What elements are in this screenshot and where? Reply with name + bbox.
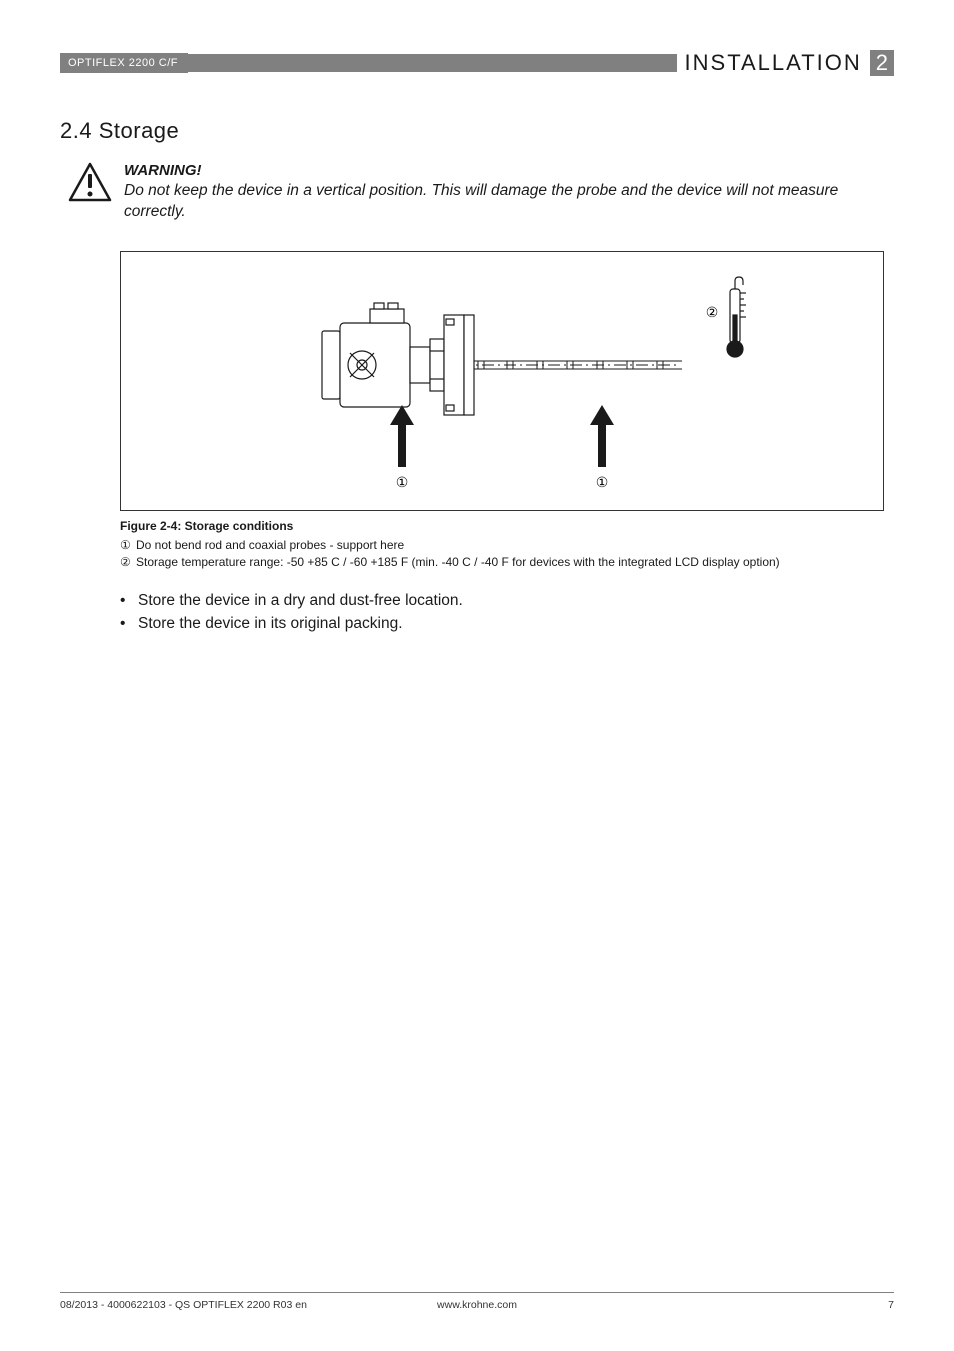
page-title: INSTALLATION — [685, 50, 862, 76]
bullet-1: Store the device in a dry and dust-free … — [120, 589, 894, 612]
product-tab: OPTIFLEX 2200 C/F — [60, 53, 188, 73]
footer-right: 7 — [888, 1299, 894, 1311]
section-title: Storage — [99, 118, 180, 143]
warning-label: WARNING! — [124, 162, 894, 179]
section-heading: 2.4 Storage — [60, 118, 894, 144]
storage-diagram: ① ① ② — [222, 275, 782, 495]
note-num-1: ① — [120, 537, 136, 554]
callout-1-right: ① — [596, 474, 609, 490]
bullet-2: Store the device in its original packing… — [120, 612, 894, 635]
page-header: OPTIFLEX 2200 C/F INSTALLATION 2 — [60, 50, 894, 76]
warning-body: Do not keep the device in a vertical pos… — [124, 181, 894, 223]
callout-1-left: ① — [396, 474, 409, 490]
callout-2: ② — [706, 304, 719, 320]
figure-caption: Figure 2-4: Storage conditions — [120, 519, 894, 533]
note-text-1: Do not bend rod and coaxial probes - sup… — [136, 537, 404, 554]
thermometer-icon — [727, 277, 746, 357]
figure-notes: ① Do not bend rod and coaxial probes - s… — [120, 537, 894, 571]
note-num-2: ② — [120, 554, 136, 571]
figure-note-2: ② Storage temperature range: -50 +85 C /… — [120, 554, 894, 571]
bullet-list: Store the device in a dry and dust-free … — [120, 589, 894, 636]
page-footer: 08/2013 - 4000622103 - QS OPTIFLEX 2200 … — [60, 1292, 894, 1311]
warning-icon — [68, 162, 112, 207]
page-container: OPTIFLEX 2200 C/F INSTALLATION 2 2.4 Sto… — [0, 0, 954, 635]
note-text-2: Storage temperature range: -50 +85 C / -… — [136, 554, 780, 571]
footer-center: www.krohne.com — [437, 1299, 517, 1311]
figure-box: ① ① ② — [120, 251, 884, 511]
section-number: 2.4 — [60, 118, 92, 143]
section-number-badge: 2 — [870, 50, 894, 76]
header-rule — [188, 54, 677, 72]
left-support-arrow — [390, 405, 414, 467]
footer-left: 08/2013 - 4000622103 - QS OPTIFLEX 2200 … — [60, 1299, 307, 1311]
warning-text: WARNING! Do not keep the device in a ver… — [124, 162, 894, 223]
right-support-arrow — [590, 405, 614, 467]
figure-note-1: ① Do not bend rod and coaxial probes - s… — [120, 537, 894, 554]
warning-block: WARNING! Do not keep the device in a ver… — [60, 162, 894, 223]
